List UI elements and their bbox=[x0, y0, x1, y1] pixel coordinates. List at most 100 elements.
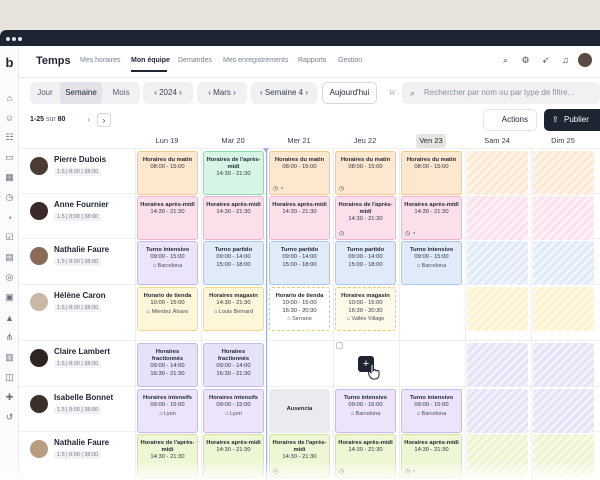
shift-time: 09:00 - 14:00 bbox=[216, 363, 251, 369]
year-selector[interactable]: ‹ 2024 › bbox=[143, 82, 193, 104]
shift-time: 14:30 - 21:30 bbox=[282, 209, 317, 215]
select-checkbox[interactable] bbox=[336, 342, 343, 349]
id-card-icon[interactable]: ▥ bbox=[5, 352, 14, 362]
shift-card[interactable]: Horaires intensifs 09:00 - 15:00 ⌂ Lyon bbox=[137, 389, 198, 433]
star-icon[interactable]: ☆ bbox=[388, 88, 396, 97]
nav-mes-horaires[interactable]: Mes horaires bbox=[80, 57, 121, 64]
nav-gestion[interactable]: Gestion bbox=[338, 57, 363, 64]
weekend-unavailable-cell[interactable] bbox=[467, 389, 528, 433]
actions-button[interactable]: Actions bbox=[483, 109, 537, 131]
shift-card[interactable]: Turno partido 09:00 - 14:00 15:00 - 18:00 bbox=[269, 241, 330, 285]
inbox-icon[interactable]: ▣ bbox=[5, 292, 14, 302]
shift-card[interactable]: Turno partido 09:00 - 14:00 15:00 - 18:00 bbox=[335, 241, 396, 285]
weekend-unavailable-cell[interactable] bbox=[533, 151, 594, 195]
shift-card[interactable]: Turno intensivo 09:00 - 15:00 ⌂ Barcelona bbox=[401, 241, 462, 285]
bell-icon[interactable]: ♫ bbox=[562, 55, 569, 65]
window-dot[interactable] bbox=[12, 37, 16, 41]
shift-card[interactable]: Turno intensivo 09:00 - 15:00 ⌂ Barcelona bbox=[401, 389, 462, 433]
rocket-icon[interactable]: ➶ bbox=[541, 55, 550, 65]
shift-card[interactable]: Horaires fractionnés 09:00 - 14:00 16:30 -… bbox=[137, 343, 198, 387]
shift-card[interactable]: Horaires après-midi 14:30 - 21:30 bbox=[269, 196, 330, 240]
day-header: Dim 25 bbox=[531, 134, 595, 148]
app-logo[interactable]: b bbox=[5, 55, 14, 70]
weekend-unavailable-cell[interactable] bbox=[533, 343, 594, 387]
chart-icon[interactable]: ▤ bbox=[5, 252, 14, 262]
weekend-unavailable-cell[interactable] bbox=[467, 287, 528, 331]
weekend-unavailable-cell[interactable] bbox=[467, 241, 528, 285]
window-dot[interactable] bbox=[18, 37, 22, 41]
shift-card[interactable]: Horaires du matin 08:00 - 15:00 bbox=[137, 151, 198, 195]
calendar-icon[interactable]: ▦ bbox=[5, 172, 14, 182]
next-page-button[interactable]: › bbox=[97, 113, 111, 127]
shift-card[interactable]: Horaires du matin 08:00 - 15:00 bbox=[401, 151, 462, 195]
view-week[interactable]: Semaine bbox=[60, 82, 102, 104]
shift-card[interactable]: Turno partido 09:00 - 14:00 15:00 - 18:00 bbox=[203, 241, 264, 285]
flow-icon[interactable]: ⋔ bbox=[5, 332, 14, 342]
weekend-unavailable-cell[interactable] bbox=[467, 196, 528, 240]
shift-card[interactable]: Turno intensivo 09:00 - 15:00 ⌂ Barcelona bbox=[137, 241, 198, 285]
shift-card[interactable]: Ausencia bbox=[269, 389, 330, 433]
chat-icon[interactable]: ◫ bbox=[5, 372, 14, 382]
shift-title: Horaires après-midi bbox=[272, 202, 327, 208]
grid-column-line bbox=[267, 148, 268, 480]
view-month[interactable]: Mois bbox=[112, 88, 130, 97]
target-icon[interactable]: ◎ bbox=[5, 272, 14, 282]
week-selector[interactable]: ‹ Semaine 4 › bbox=[251, 82, 317, 104]
shift-card[interactable]: Horaires après-midi 14:30 - 21:30 bbox=[137, 196, 198, 240]
prev-page-button[interactable]: ‹ bbox=[87, 115, 91, 124]
shift-card[interactable]: Horaires du matin 08:00 - 15:00 ◷ ◔ bbox=[269, 151, 330, 195]
top-navigation: Temps Mes horaires Mon équipe Demandes M… bbox=[19, 46, 600, 76]
weekend-unavailable-cell[interactable] bbox=[533, 389, 594, 433]
shift-card[interactable]: Turno intensivo 09:00 - 15:00 ⌂ Barcelona bbox=[335, 389, 396, 433]
shift-card[interactable]: Horaires de l'après-midi 14:30 - 21:30 bbox=[203, 151, 264, 195]
shift-card[interactable]: Horario de tienda 10:00 - 15:00 ⌂ Méndez Á… bbox=[137, 287, 198, 331]
user-avatar[interactable] bbox=[578, 53, 592, 67]
nav-rapports[interactable]: Rapports bbox=[298, 57, 327, 64]
window-dot[interactable] bbox=[6, 37, 10, 41]
history-icon[interactable]: ↺ bbox=[5, 412, 14, 422]
shift-card[interactable]: Horario de tienda 10:00 - 15:00 16:30 - 20… bbox=[269, 287, 330, 331]
shift-time: 14:30 - 21:30 bbox=[216, 209, 251, 215]
weekend-unavailable-cell[interactable] bbox=[467, 343, 528, 387]
shift-card[interactable]: Horaires magasin 14:30 - 21:30 ⌂ Louis Ber… bbox=[203, 287, 264, 331]
shift-card[interactable]: Horaires fractionnés 09:00 - 14:00 16:30 -… bbox=[203, 343, 264, 387]
folder-icon[interactable]: ▭ bbox=[5, 152, 14, 162]
weekend-unavailable-cell[interactable] bbox=[533, 196, 594, 240]
nav-demandes[interactable]: Demandes bbox=[178, 57, 212, 64]
shift-card[interactable]: Horaires magasin 10:00 - 15:00 16:30 - 20:… bbox=[335, 287, 396, 331]
checklist-icon[interactable]: ☑ bbox=[5, 232, 14, 242]
hand-cursor-icon bbox=[368, 364, 380, 380]
nav-mes-enregistrements[interactable]: Mes enregistrements bbox=[223, 57, 289, 64]
search-icon[interactable]: ⌕ bbox=[502, 55, 509, 65]
shift-card[interactable]: Horaires après-midi 14:30 - 21:30 bbox=[203, 196, 264, 240]
clock-icon[interactable]: ◷ bbox=[5, 192, 14, 202]
weekend-unavailable-cell[interactable] bbox=[533, 287, 594, 331]
shift-card[interactable]: Horaires du matin 08:00 - 15:00 ◷ bbox=[335, 151, 396, 195]
gear-icon[interactable]: ⚙ bbox=[521, 55, 530, 65]
current-time-marker bbox=[263, 148, 269, 153]
shift-title: Turno intensivo bbox=[343, 395, 388, 401]
shift-status-icons: ◷ bbox=[339, 186, 345, 192]
weekend-unavailable-cell[interactable] bbox=[533, 241, 594, 285]
search-field[interactable]: ⌕ Rechercher par nom ou par type de filt… bbox=[402, 82, 600, 104]
graduation-icon[interactable]: ▲ bbox=[5, 312, 14, 323]
user-icon[interactable]: ☺ bbox=[4, 112, 15, 123]
month-selector[interactable]: ‹ Mars › bbox=[197, 82, 247, 104]
nav-mon-equipe[interactable]: Mon équipe bbox=[131, 57, 170, 64]
shift-time: 09:00 - 14:00 bbox=[348, 254, 383, 260]
timer-icon[interactable]: ◔ bbox=[6, 212, 13, 223]
add-user-icon[interactable]: ✚ bbox=[5, 392, 14, 402]
team-icon[interactable]: ☷ bbox=[5, 132, 14, 142]
home-icon[interactable]: ⌂ bbox=[6, 92, 13, 103]
publish-button[interactable]: ⇪ Publier bbox=[544, 109, 600, 131]
view-day[interactable]: Jour bbox=[37, 88, 53, 97]
today-button[interactable]: Aujourd'hui bbox=[322, 82, 377, 104]
shift-card[interactable]: Horaires intensifs 09:00 - 15:00 ⌂ Lyon bbox=[203, 389, 264, 433]
publish-label: Publier bbox=[564, 115, 589, 124]
weekend-unavailable-cell[interactable] bbox=[467, 151, 528, 195]
add-shift-button[interactable]: + bbox=[358, 356, 374, 372]
day-label: Mer 21 bbox=[287, 136, 311, 145]
shift-time: 15:00 - 18:00 bbox=[348, 261, 383, 268]
